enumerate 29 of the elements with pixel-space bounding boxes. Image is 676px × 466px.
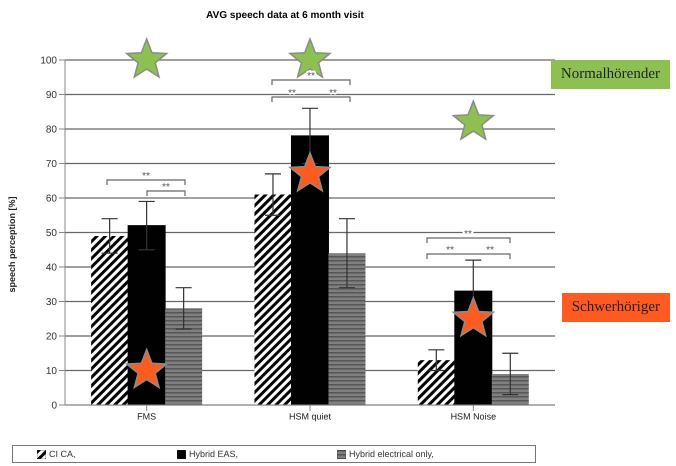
annotation: ** <box>307 71 315 82</box>
y-tick-label: 70 <box>46 159 58 170</box>
text: Schwerhöriger <box>562 293 670 322</box>
y-tick-label: 50 <box>46 228 58 240</box>
text: Normalhörender <box>550 60 670 89</box>
y-tick-label: 0 <box>51 400 58 412</box>
x-tick-label: FMS <box>137 411 156 422</box>
legend-label: CI CA, <box>48 449 77 459</box>
chart-title: AVG speech data at 6 month visit <box>205 10 365 21</box>
legend-label: Hybrid EAS, <box>188 449 240 459</box>
y-axis-title: speech perception [%] <box>7 196 18 292</box>
y-tick-label: 80 <box>46 124 58 136</box>
y-tick-label: 90 <box>46 90 58 102</box>
annotation: ** <box>142 171 150 182</box>
annotation: ** <box>446 245 454 256</box>
annotation: ** <box>486 245 494 256</box>
annotation: ** <box>329 88 337 99</box>
legend-label: Hybrid electrical only, <box>348 449 435 459</box>
annotation: ** <box>464 229 472 240</box>
y-tick-label: 30 <box>46 297 58 308</box>
y-tick-label: 40 <box>46 262 58 274</box>
y-tick-label: 20 <box>46 332 58 343</box>
y-tick-label: 100 <box>40 56 58 67</box>
annotation: ** <box>162 182 170 193</box>
annotation: ** <box>288 88 296 99</box>
x-tick-label: HSM Noise <box>450 411 496 422</box>
x-tick-label: HSM quiet <box>288 411 332 422</box>
y-tick-label: 10 <box>46 366 58 378</box>
y-tick-label: 60 <box>46 194 58 205</box>
